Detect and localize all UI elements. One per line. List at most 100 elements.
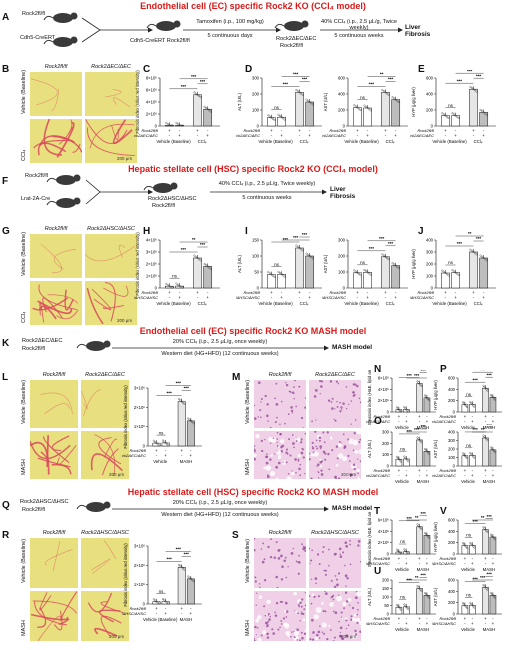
significance-label: *** [369, 82, 375, 87]
genotype-sign: + [471, 419, 474, 424]
data-point [490, 534, 493, 537]
significance-label: *** [421, 573, 427, 578]
genotype-sign: + [168, 128, 171, 133]
genotype-sign: - [398, 419, 400, 424]
data-point [406, 459, 409, 462]
data-point [416, 436, 419, 439]
data-point [484, 586, 487, 589]
y-tick-label: 0 [343, 124, 346, 129]
data-point [310, 256, 313, 259]
grid-column-label: Rock2fl/fl [42, 530, 66, 536]
data-point [166, 123, 169, 126]
histology-image [85, 119, 137, 163]
genotype-sign: - [419, 473, 421, 478]
data-point [175, 121, 178, 124]
histology-image [85, 72, 137, 116]
data-point [483, 527, 486, 530]
data-point [453, 270, 456, 273]
data-point [307, 99, 310, 102]
genotype-sign: + [471, 473, 474, 478]
y-tick-label: 3×10⁶ [134, 386, 145, 391]
genotype-sign: - [357, 295, 359, 300]
data-point [161, 439, 164, 442]
data-point [416, 380, 419, 383]
data-point [486, 588, 489, 591]
y-axis-title: HYP (μg/g liver) [411, 87, 416, 117]
q-step-label: 20% CCl₄ (i.p., 2.5 μL/g, once weekly) [172, 500, 268, 506]
data-point [155, 600, 158, 603]
data-point [166, 443, 168, 446]
data-point [386, 257, 389, 259]
genotype-sign: - [426, 468, 428, 473]
data-point [470, 87, 473, 89]
histology-image [30, 431, 78, 479]
genotype-sign: - [197, 295, 199, 300]
group-label: Vehicle (Baseline) [143, 617, 178, 622]
y-axis-title: AST (U/L) [433, 587, 438, 606]
y-tick-label: 2×10⁶ [146, 112, 157, 117]
data-point [298, 91, 301, 94]
data-point [441, 112, 444, 115]
data-point [177, 123, 180, 126]
data-point [483, 585, 486, 588]
significance-label: *** [181, 247, 187, 252]
data-point [279, 272, 282, 275]
y-tick-label: 300 [338, 238, 346, 243]
data-point [447, 274, 450, 277]
data-point [192, 580, 195, 583]
data-point [469, 248, 472, 251]
data-point [492, 397, 495, 400]
y-tick-label: 200 [338, 254, 346, 259]
data-point [416, 585, 419, 588]
data-point [395, 406, 398, 409]
data-point [417, 437, 420, 440]
genotype-sign: + [482, 133, 485, 138]
genotype-sign: - [492, 616, 494, 621]
data-point [273, 119, 276, 122]
y-tick-label: 200 [382, 441, 390, 446]
significance-label: ns [159, 589, 165, 594]
genotype-sign: + [398, 414, 401, 419]
mouse-icon [43, 12, 78, 23]
significance-label: *** [388, 241, 394, 246]
significance-label: *** [388, 77, 394, 82]
histology-image [30, 591, 78, 641]
data-point [482, 434, 485, 437]
data-point [208, 266, 211, 269]
data-point [469, 541, 472, 544]
bar [482, 387, 489, 413]
bar [469, 404, 476, 413]
data-point [181, 124, 184, 127]
y-tick-label: 300 [426, 250, 434, 255]
genotype-sign: + [270, 128, 273, 133]
data-point [463, 544, 466, 547]
data-point [473, 606, 476, 609]
data-point [353, 269, 356, 272]
genotype-sign: - [165, 606, 167, 611]
genotype-sign: - [426, 414, 428, 419]
data-point [491, 594, 494, 597]
genotype-sign: - [445, 295, 447, 300]
data-point [163, 440, 166, 443]
data-point [167, 602, 170, 605]
data-point [403, 455, 406, 458]
panel-label-k: K [2, 338, 10, 349]
y-tick-label: 400 [426, 92, 434, 97]
data-point [454, 271, 457, 274]
y-tick-label: 6×10⁶ [378, 518, 389, 523]
y-axis-title: Fibrosis index (sirius red intensity) [135, 232, 140, 296]
data-point [426, 535, 429, 538]
data-point [407, 608, 410, 611]
data-point [391, 262, 394, 265]
data-point [152, 598, 155, 601]
data-point [279, 115, 282, 117]
y-tick-label: 0 [257, 124, 260, 129]
group-label: MASH [483, 567, 495, 572]
data-point [381, 89, 384, 91]
section-title-hsc-ccl4: Hepatic stellate cell (HSC) specific Roc… [128, 164, 378, 174]
grid-row-label: CCl₄ [21, 149, 27, 161]
significance-label: ns [172, 273, 178, 278]
significance-label: ns [466, 392, 472, 397]
data-point [310, 102, 313, 105]
